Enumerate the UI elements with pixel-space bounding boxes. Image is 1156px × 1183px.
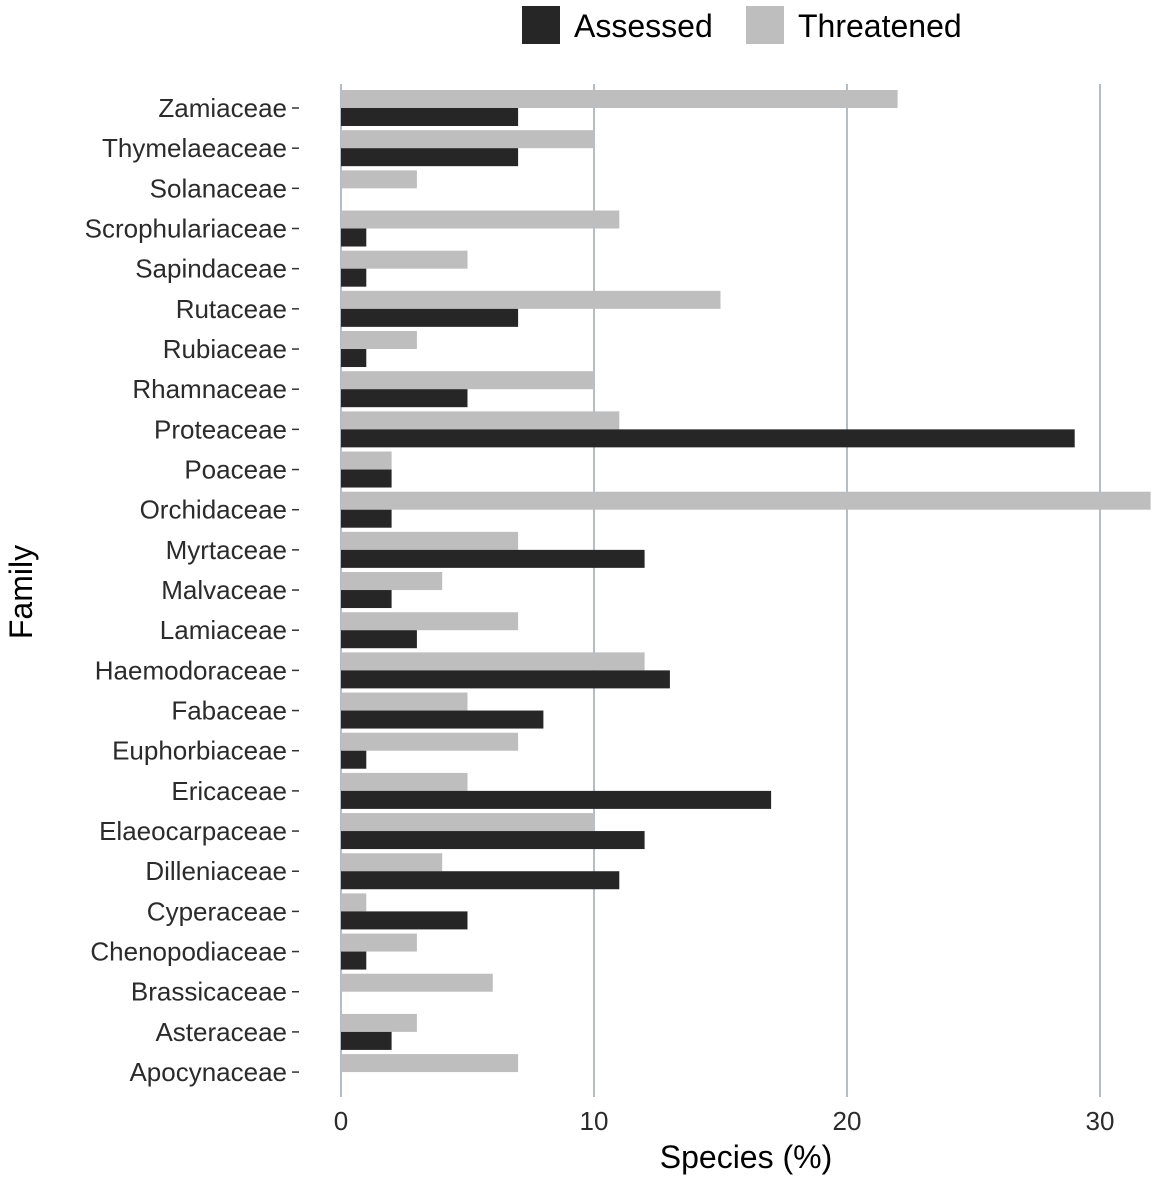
y-tick-label: Dilleniaceae: [145, 856, 287, 886]
bar-threatened: [341, 893, 367, 912]
bar-threatened: [341, 371, 594, 390]
bar-threatened: [341, 772, 468, 791]
bar-assessed: [341, 469, 392, 488]
bar-threatened: [341, 331, 417, 350]
bar-assessed: [341, 750, 367, 769]
bar-threatened: [341, 491, 1151, 510]
y-tick-label: Zamiaceae: [158, 93, 287, 123]
bar-assessed: [341, 268, 367, 287]
y-tick-label: Orchidaceae: [140, 495, 287, 525]
bar-threatened: [341, 210, 620, 229]
bar-threatened: [341, 853, 443, 872]
bar-threatened: [341, 451, 392, 470]
legend-swatch: [746, 6, 784, 44]
x-axis: 0 10 20 30: [334, 1106, 1115, 1136]
bar-threatened: [341, 933, 417, 952]
y-tick-label: Asteraceae: [155, 1017, 287, 1047]
bar-threatened: [341, 732, 519, 751]
bar-threatened: [341, 170, 417, 189]
y-tick-label: Poaceae: [184, 455, 287, 485]
bar-assessed: [341, 308, 519, 327]
bar-threatened: [341, 612, 519, 631]
bar-assessed: [341, 951, 367, 970]
bar-assessed: [341, 228, 367, 247]
bar-assessed: [341, 549, 645, 568]
bar-assessed: [341, 429, 1075, 448]
bar-threatened: [341, 973, 493, 992]
bar-threatened: [341, 290, 721, 309]
y-tick-label: Chenopodiaceae: [90, 937, 287, 967]
bar-assessed: [341, 790, 772, 809]
bar-threatened: [341, 411, 620, 430]
y-tick-label: Myrtaceae: [166, 535, 287, 565]
y-tick-label: Solanaceae: [150, 173, 287, 203]
bar-assessed: [341, 349, 367, 368]
y-tick-label: Haemodoraceae: [95, 655, 287, 685]
bar-threatened: [341, 652, 645, 671]
bar-threatened: [341, 250, 468, 269]
bar-assessed: [341, 871, 620, 890]
y-tick-label: Scrophulariaceae: [85, 214, 287, 244]
bar-threatened: [341, 531, 519, 550]
x-tick-label: 0: [334, 1106, 348, 1136]
y-tick-label: Cyperaceae: [147, 896, 287, 926]
x-tick-label: 10: [580, 1106, 609, 1136]
bar-assessed: [341, 148, 519, 167]
y-tick-label: Elaeocarpaceae: [99, 816, 287, 846]
bar-threatened: [341, 90, 898, 108]
legend-label: Assessed: [574, 8, 713, 44]
y-axis: Zamiaceae Thymelaeaceae Solanaceae Scrophul…: [85, 93, 299, 1087]
bar-threatened: [341, 1013, 417, 1032]
legend-swatch: [522, 6, 560, 44]
y-tick-label: Proteaceae: [154, 414, 287, 444]
y-tick-label: Lamiaceae: [160, 615, 287, 645]
bar-assessed: [341, 389, 468, 408]
y-tick-label: Brassicaceae: [131, 977, 287, 1007]
x-tick-label: 30: [1086, 1106, 1115, 1136]
legend: Assessed Threatened: [522, 6, 962, 44]
bar-assessed: [341, 831, 645, 850]
y-tick-label: Euphorbiaceae: [112, 736, 287, 766]
y-tick-label: Rutaceae: [176, 294, 287, 324]
gridlines: [340, 84, 1101, 1097]
bar-assessed: [341, 590, 392, 609]
y-tick-label: Sapindaceae: [135, 254, 287, 284]
x-tick-label: 20: [833, 1106, 862, 1136]
bar-assessed: [341, 108, 519, 126]
bar-threatened: [341, 130, 594, 149]
bar-assessed: [341, 670, 670, 689]
y-tick-label: Fabaceae: [171, 696, 287, 726]
y-tick-label: Rhamnaceae: [132, 374, 287, 404]
bar-threatened: [341, 813, 594, 832]
y-tick-label: Ericaceae: [171, 776, 287, 806]
bar-assessed: [341, 710, 544, 729]
y-tick-label: Thymelaeaceae: [102, 133, 287, 163]
legend-label: Threatened: [798, 8, 962, 44]
y-tick-label: Malvaceae: [161, 575, 287, 605]
bar-threatened: [341, 572, 443, 591]
x-axis-title: Species (%): [660, 1139, 833, 1175]
bar-assessed: [341, 1031, 392, 1050]
y-axis-title: Family: [3, 545, 39, 639]
y-tick-label: Apocynaceae: [129, 1057, 287, 1087]
bar-threatened: [341, 1054, 519, 1073]
bar-threatened: [341, 692, 468, 711]
bars: [341, 90, 1151, 1073]
bar-assessed: [341, 630, 417, 649]
bar-assessed: [341, 509, 392, 528]
y-tick-label: Rubiaceae: [163, 334, 287, 364]
bar-assessed: [341, 911, 468, 930]
